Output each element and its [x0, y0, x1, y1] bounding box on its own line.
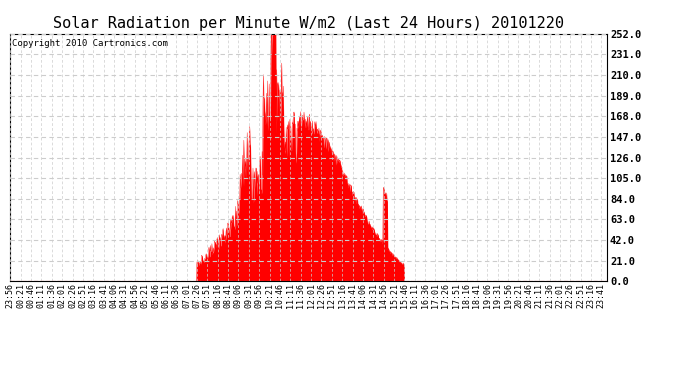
Text: Copyright 2010 Cartronics.com: Copyright 2010 Cartronics.com — [12, 39, 168, 48]
Title: Solar Radiation per Minute W/m2 (Last 24 Hours) 20101220: Solar Radiation per Minute W/m2 (Last 24… — [53, 16, 564, 31]
